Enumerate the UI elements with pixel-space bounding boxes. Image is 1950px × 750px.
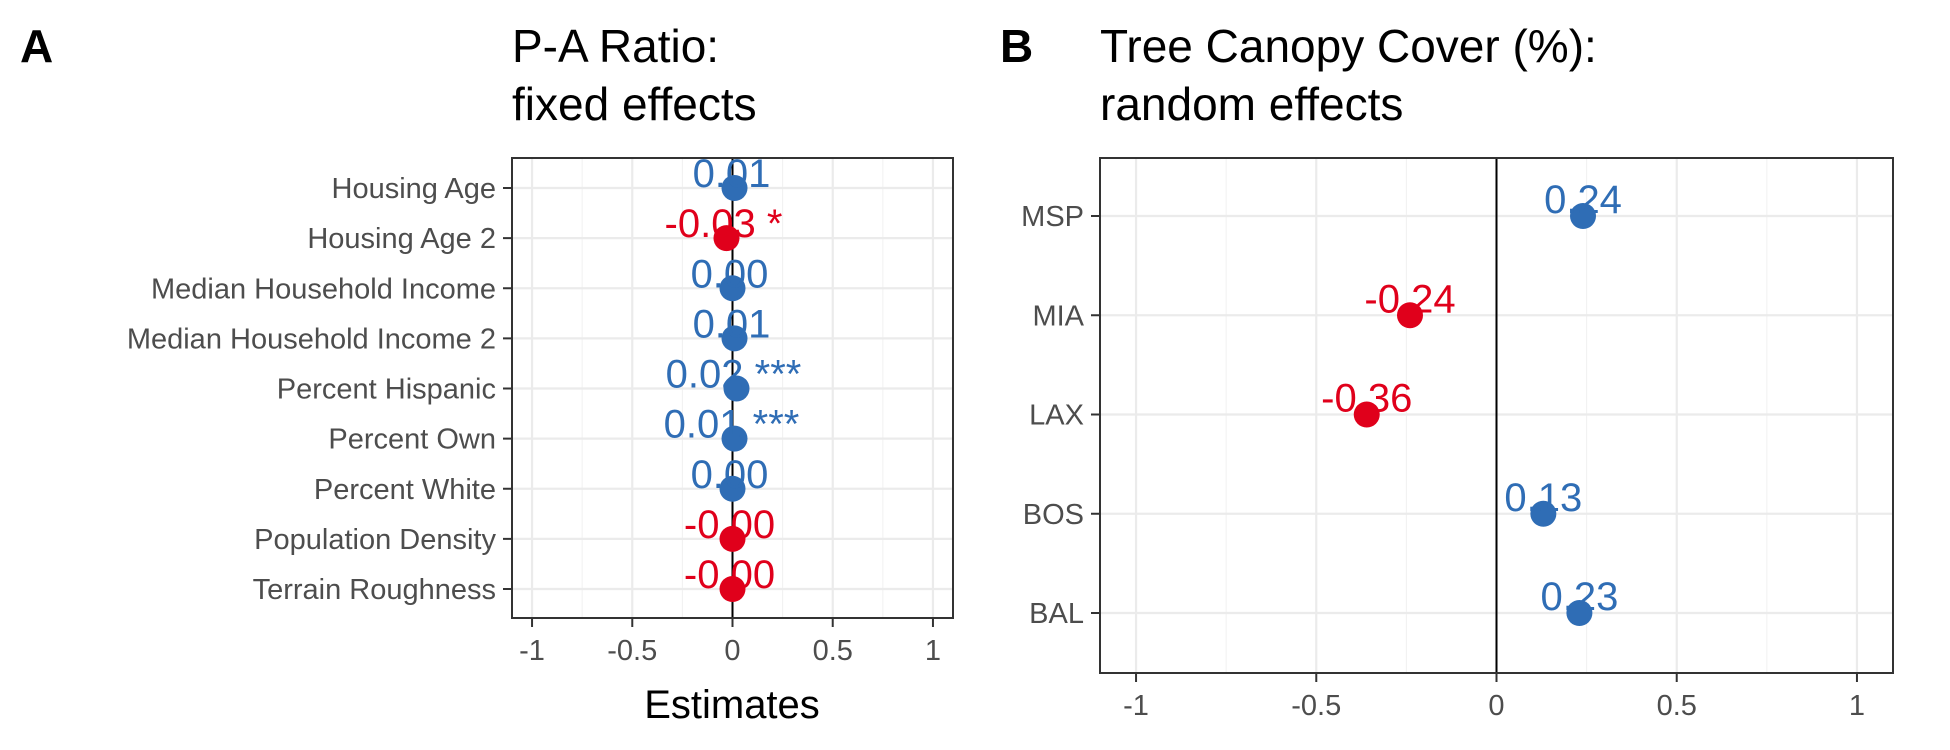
data-point	[1570, 203, 1597, 229]
panel-b-title-line2: random effects	[1100, 78, 1403, 130]
panel-b-marks: 0.24 -0.24 -0.36 0.13 0.23	[1321, 178, 1622, 626]
panel-a-marks: 0.01 -0.03 * 0.00 0.01 0.02 *** 0.01 *** 0.00 -…	[664, 152, 802, 602]
data-point	[1396, 302, 1423, 329]
y-tick-label: BAL	[1029, 598, 1084, 630]
data-label: 0.00	[691, 252, 769, 296]
data-point	[721, 425, 748, 452]
data-label: 0.00	[691, 453, 769, 497]
data-label: 0.01	[693, 302, 771, 346]
data-label: 0.24	[1544, 178, 1622, 222]
y-tick-label: Percent White	[314, 474, 496, 506]
x-tick-label: -0.5	[1291, 690, 1341, 722]
data-point	[723, 375, 750, 402]
data-label: -0.00	[684, 553, 775, 597]
x-tick-label: 0.5	[813, 635, 853, 667]
data-point	[719, 525, 746, 552]
x-tick-label: 0.5	[1657, 690, 1697, 722]
x-tick-label: 0	[724, 635, 740, 667]
y-tick-label: Housing Age 2	[307, 223, 496, 255]
data-label: 0.23	[1540, 575, 1618, 619]
data-point	[721, 325, 748, 352]
y-tick-label: BOS	[1023, 499, 1084, 531]
y-tick-label: MIA	[1032, 300, 1084, 332]
x-tick-label: 0	[1488, 690, 1504, 722]
data-point	[1530, 500, 1557, 527]
data-label: 0.13	[1504, 476, 1582, 520]
panel-b: B Tree Canopy Cover (%): random effects …	[1000, 20, 1894, 722]
panel-letter-a: A	[20, 20, 53, 72]
y-tick-label: Population Density	[254, 524, 496, 556]
panel-a-title-line1: P-A Ratio:	[512, 20, 719, 72]
y-tick-label: Terrain Roughness	[253, 574, 496, 606]
panel-b-x-axis: -1 -0.5 0 0.5 1	[1123, 673, 1865, 722]
data-point	[719, 275, 746, 302]
panel-a-title-line2: fixed effects	[512, 78, 757, 130]
panel-a-x-axis: -1 -0.5 0 0.5 1	[519, 618, 941, 667]
x-tick-label: -0.5	[607, 635, 657, 667]
panel-a-y-axis: Housing Age Housing Age 2 Median Household…	[127, 173, 512, 606]
data-label: -0.03 *	[665, 202, 783, 246]
y-tick-label: MSP	[1021, 201, 1084, 233]
data-label: -0.36	[1321, 377, 1412, 421]
data-point	[713, 225, 740, 252]
y-tick-label: Median Household Income 2	[127, 323, 496, 355]
data-label: -0.00	[684, 503, 775, 547]
data-label: 0.01 ***	[664, 403, 800, 447]
panel-a: A P-A Ratio: fixed effects 0.01-0.03 *0.…	[20, 20, 954, 727]
data-label: -0.24	[1364, 277, 1455, 321]
x-tick-label: 1	[925, 635, 941, 667]
y-tick-label: LAX	[1029, 400, 1084, 432]
x-tick-label: -1	[1123, 690, 1149, 722]
panel-b-title-line1: Tree Canopy Cover (%):	[1100, 20, 1597, 72]
panel-letter-b: B	[1000, 20, 1033, 72]
x-tick-label: -1	[519, 635, 545, 667]
y-tick-label: Median Household Income	[151, 273, 496, 305]
data-label: 0.02 ***	[666, 353, 802, 397]
y-tick-label: Percent Own	[328, 424, 496, 456]
data-point	[1353, 401, 1380, 428]
data-point	[719, 576, 746, 602]
y-tick-label: Percent Hispanic	[277, 374, 496, 406]
data-point	[1566, 600, 1593, 626]
x-tick-label: 1	[1849, 690, 1865, 722]
panel-a-x-axis-title: Estimates	[644, 683, 820, 727]
y-tick-label: Housing Age	[332, 173, 496, 205]
data-label: 0.01	[693, 152, 771, 196]
panel-b-y-axis: MSP MIA LAX BOS BAL	[1021, 201, 1100, 630]
data-point	[721, 175, 748, 201]
data-point	[719, 475, 746, 502]
